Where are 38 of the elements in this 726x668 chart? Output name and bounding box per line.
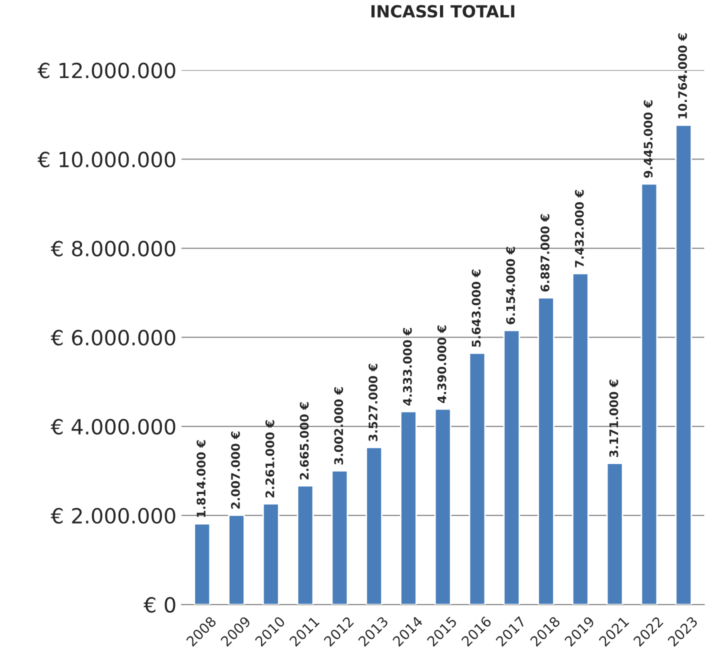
bar	[503, 330, 520, 605]
bar	[194, 523, 211, 605]
data-label: 4.390.000 €	[437, 325, 446, 403]
data-label: 2.665.000 €	[300, 402, 309, 480]
y-tick-label: € 4.000.000	[50, 418, 176, 435]
bar	[366, 446, 383, 605]
data-label: 3.002.000 €	[334, 387, 344, 465]
y-tick-label: € 2.000.000	[50, 508, 176, 524]
bar	[434, 408, 452, 605]
y-tick-label: € 10.000.000	[37, 152, 176, 168]
data-label: 6.154.000 €	[506, 246, 516, 324]
bar	[228, 514, 245, 605]
bar	[468, 352, 486, 605]
bar	[262, 503, 280, 605]
chart-title: INCASSI TOTALI	[371, 4, 514, 18]
data-label: 1.814.000 €	[196, 440, 206, 517]
y-tick-label: € 12.000.000	[37, 62, 176, 78]
data-label: 4.333.000 €	[402, 328, 412, 406]
bar	[331, 470, 348, 605]
bar	[606, 462, 624, 605]
bar	[538, 297, 554, 605]
bar	[572, 272, 589, 605]
bar	[675, 124, 692, 605]
y-tick-label: € 8.000.000	[50, 240, 176, 256]
data-label: 5.643.000 €	[472, 270, 481, 347]
bar	[296, 485, 314, 605]
data-label: 10.764.000 €	[678, 33, 688, 118]
bar	[400, 410, 417, 605]
data-label: 7.432.000 €	[574, 190, 584, 268]
data-label: 3.171.000 €	[609, 380, 618, 457]
y-tick-label: € 0	[144, 596, 176, 613]
data-label: 6.887.000 €	[540, 214, 550, 292]
data-label: 3.527.000 €	[368, 364, 378, 442]
bar	[640, 183, 658, 605]
data-label: 9.445.000 €	[644, 100, 653, 178]
data-label: 2.261.000 €	[265, 420, 274, 498]
y-tick-label: € 6.000.000	[50, 330, 176, 346]
data-label: 2.007.000 €	[231, 432, 240, 509]
